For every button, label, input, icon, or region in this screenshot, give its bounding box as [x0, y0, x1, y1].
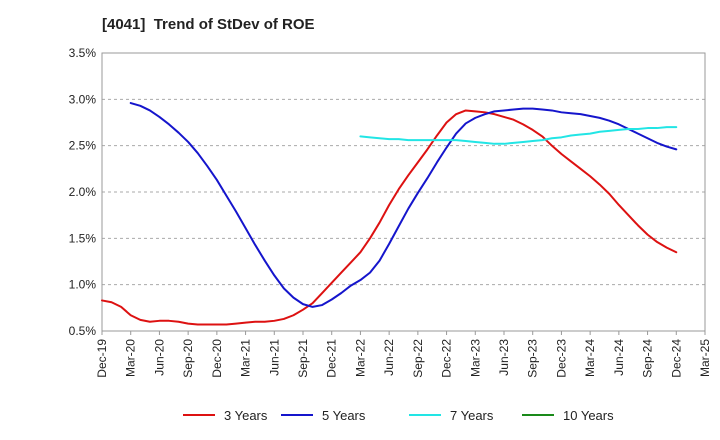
y-tick-label: 1.0% [69, 278, 97, 292]
x-tick-label: Dec-20 [210, 339, 224, 378]
legend-label: 7 Years [450, 408, 494, 423]
x-tick-label: Mar-23 [468, 339, 482, 377]
x-tick-label: Sep-20 [181, 339, 195, 378]
x-tick-label: Mar-21 [239, 339, 253, 377]
x-tick-label: Jun-23 [497, 339, 511, 376]
series-line-3-years [101, 109, 678, 326]
x-tick-label: Dec-23 [554, 339, 568, 378]
x-tick-label: Mar-25 [698, 339, 712, 377]
x-tick-label: Sep-22 [411, 339, 425, 378]
legend-label: 5 Years [322, 408, 366, 423]
x-tick-label: Jun-22 [382, 339, 396, 376]
chart-title: [4041] Trend of StDev of ROE [102, 16, 315, 33]
y-tick-label: 3.0% [69, 92, 97, 106]
legend-label: 10 Years [563, 408, 614, 423]
x-tick-label: Sep-24 [641, 339, 655, 378]
y-tick-label: 3.5% [69, 46, 97, 60]
y-axis-ticks: 0.5% 1.0% 1.5% 2.0% 2.5% 3.0% 3.5% [69, 46, 97, 338]
legend: 3 Years 5 Years 7 Years 10 Years [183, 408, 614, 423]
x-tick-label: Mar-20 [124, 339, 138, 377]
grid-lines [102, 98, 705, 286]
series-line-5-years [129, 102, 678, 308]
x-axis-ticks: Dec-19 Mar-20 Jun-20 Sep-20 Dec-20 Mar-21 Jun-… [95, 331, 712, 378]
plot-area-border [101, 52, 706, 332]
x-tick-label: Sep-21 [296, 339, 310, 378]
series-line-7-years [359, 126, 678, 145]
legend-label: 3 Years [224, 408, 268, 423]
x-tick-label: Jun-20 [152, 339, 166, 376]
y-tick-label: 0.5% [69, 324, 97, 338]
x-tick-label: Jun-21 [267, 339, 281, 376]
y-tick-label: 2.5% [69, 139, 97, 153]
y-tick-label: 2.0% [69, 185, 97, 199]
x-tick-label: Jun-24 [612, 339, 626, 376]
y-tick-label: 1.5% [69, 231, 97, 245]
x-tick-label: Dec-24 [669, 339, 683, 378]
x-tick-label: Mar-24 [583, 339, 597, 377]
x-tick-label: Dec-21 [325, 339, 339, 378]
x-tick-label: Dec-19 [95, 339, 109, 378]
x-tick-label: Dec-22 [440, 339, 454, 378]
x-tick-label: Sep-23 [526, 339, 540, 378]
series-lines [101, 102, 678, 326]
x-tick-label: Mar-22 [353, 339, 367, 377]
